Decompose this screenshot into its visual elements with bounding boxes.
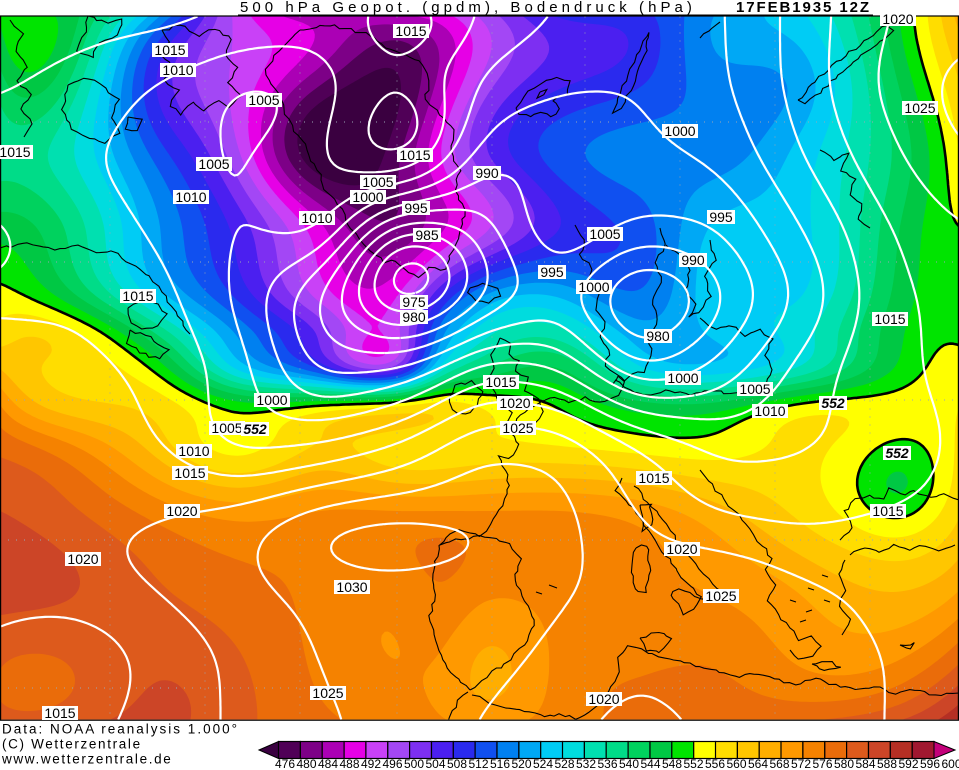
svg-text:1015: 1015: [395, 23, 426, 39]
svg-text:1015: 1015: [174, 465, 205, 481]
svg-text:560: 560: [726, 757, 746, 770]
svg-text:488: 488: [339, 757, 359, 770]
svg-text:1000: 1000: [667, 370, 698, 386]
svg-text:990: 990: [681, 252, 705, 268]
svg-text:536: 536: [597, 757, 617, 770]
svg-text:1020: 1020: [666, 541, 697, 557]
svg-text:1005: 1005: [198, 156, 229, 172]
svg-text:1000: 1000: [664, 123, 695, 139]
svg-text:1015: 1015: [154, 42, 185, 58]
svg-text:1005: 1005: [739, 381, 770, 397]
svg-text:512: 512: [468, 757, 488, 770]
svg-text:995: 995: [540, 264, 564, 280]
svg-text:1030: 1030: [336, 579, 367, 595]
svg-text:1020: 1020: [166, 503, 197, 519]
svg-text:564: 564: [748, 757, 768, 770]
svg-text:1015: 1015: [399, 147, 430, 163]
svg-text:576: 576: [812, 757, 832, 770]
svg-text:1015: 1015: [485, 374, 516, 390]
svg-text:1020: 1020: [499, 395, 530, 411]
svg-text:1025: 1025: [502, 420, 533, 436]
svg-text:(C) Wetterzentrale: (C) Wetterzentrale: [2, 737, 142, 752]
svg-text:584: 584: [855, 757, 875, 770]
svg-text:1015: 1015: [122, 288, 153, 304]
svg-text:1005: 1005: [248, 92, 279, 108]
svg-text:520: 520: [511, 757, 531, 770]
svg-text:1020: 1020: [882, 11, 913, 27]
svg-text:532: 532: [576, 757, 596, 770]
svg-text:508: 508: [447, 757, 467, 770]
svg-text:1015: 1015: [44, 705, 75, 721]
svg-text:476: 476: [275, 757, 295, 770]
svg-text:484: 484: [318, 757, 338, 770]
svg-text:516: 516: [490, 757, 510, 770]
svg-text:568: 568: [769, 757, 789, 770]
svg-text:1005: 1005: [211, 420, 242, 436]
svg-text:552: 552: [683, 757, 703, 770]
svg-text:1000: 1000: [256, 392, 287, 408]
svg-text:1020: 1020: [67, 551, 98, 567]
svg-text:975: 975: [402, 294, 426, 310]
svg-text:596: 596: [920, 757, 940, 770]
svg-text:1005: 1005: [589, 226, 620, 242]
svg-text:504: 504: [425, 757, 445, 770]
svg-text:1010: 1010: [175, 189, 206, 205]
svg-text:1025: 1025: [312, 685, 343, 701]
svg-text:1015: 1015: [872, 503, 903, 519]
svg-text:990: 990: [475, 165, 499, 181]
svg-text:480: 480: [296, 757, 316, 770]
svg-text:17FEB1935 12Z: 17FEB1935 12Z: [736, 0, 871, 16]
svg-text:572: 572: [791, 757, 811, 770]
svg-text:500: 500: [404, 757, 424, 770]
svg-text:500 hPa Geopot. (gpdm), Bodend: 500 hPa Geopot. (gpdm), Bodendruck (hPa): [240, 0, 696, 16]
svg-text:592: 592: [898, 757, 918, 770]
svg-text:556: 556: [705, 757, 725, 770]
svg-text:1025: 1025: [705, 588, 736, 604]
svg-text:1015: 1015: [874, 311, 905, 327]
svg-text:552: 552: [821, 395, 845, 411]
svg-text:995: 995: [709, 209, 733, 225]
svg-text:1015: 1015: [638, 470, 669, 486]
svg-text:www.wetterzentrale.de: www.wetterzentrale.de: [1, 752, 172, 767]
svg-text:588: 588: [877, 757, 897, 770]
svg-text:552: 552: [243, 421, 267, 437]
svg-text:1015: 1015: [0, 144, 31, 160]
svg-text:600: 600: [941, 757, 959, 770]
svg-text:552: 552: [885, 445, 909, 461]
svg-text:496: 496: [382, 757, 402, 770]
svg-text:524: 524: [533, 757, 553, 770]
svg-text:1020: 1020: [588, 691, 619, 707]
svg-text:980: 980: [646, 328, 670, 344]
svg-text:995: 995: [404, 200, 428, 216]
svg-text:492: 492: [361, 757, 381, 770]
svg-text:544: 544: [640, 757, 660, 770]
svg-text:1025: 1025: [904, 100, 935, 116]
svg-text:548: 548: [662, 757, 682, 770]
svg-text:528: 528: [554, 757, 574, 770]
svg-text:1010: 1010: [301, 210, 332, 226]
svg-text:1010: 1010: [178, 443, 209, 459]
svg-text:540: 540: [619, 757, 639, 770]
svg-text:1010: 1010: [162, 62, 193, 78]
svg-text:1005: 1005: [362, 174, 393, 190]
svg-text:985: 985: [415, 227, 439, 243]
svg-text:1000: 1000: [578, 279, 609, 295]
svg-text:1000: 1000: [352, 189, 383, 205]
svg-text:580: 580: [834, 757, 854, 770]
svg-text:Data: NOAA reanalysis 1.000°: Data: NOAA reanalysis 1.000°: [2, 722, 239, 737]
svg-text:1010: 1010: [754, 403, 785, 419]
svg-text:980: 980: [402, 309, 426, 325]
